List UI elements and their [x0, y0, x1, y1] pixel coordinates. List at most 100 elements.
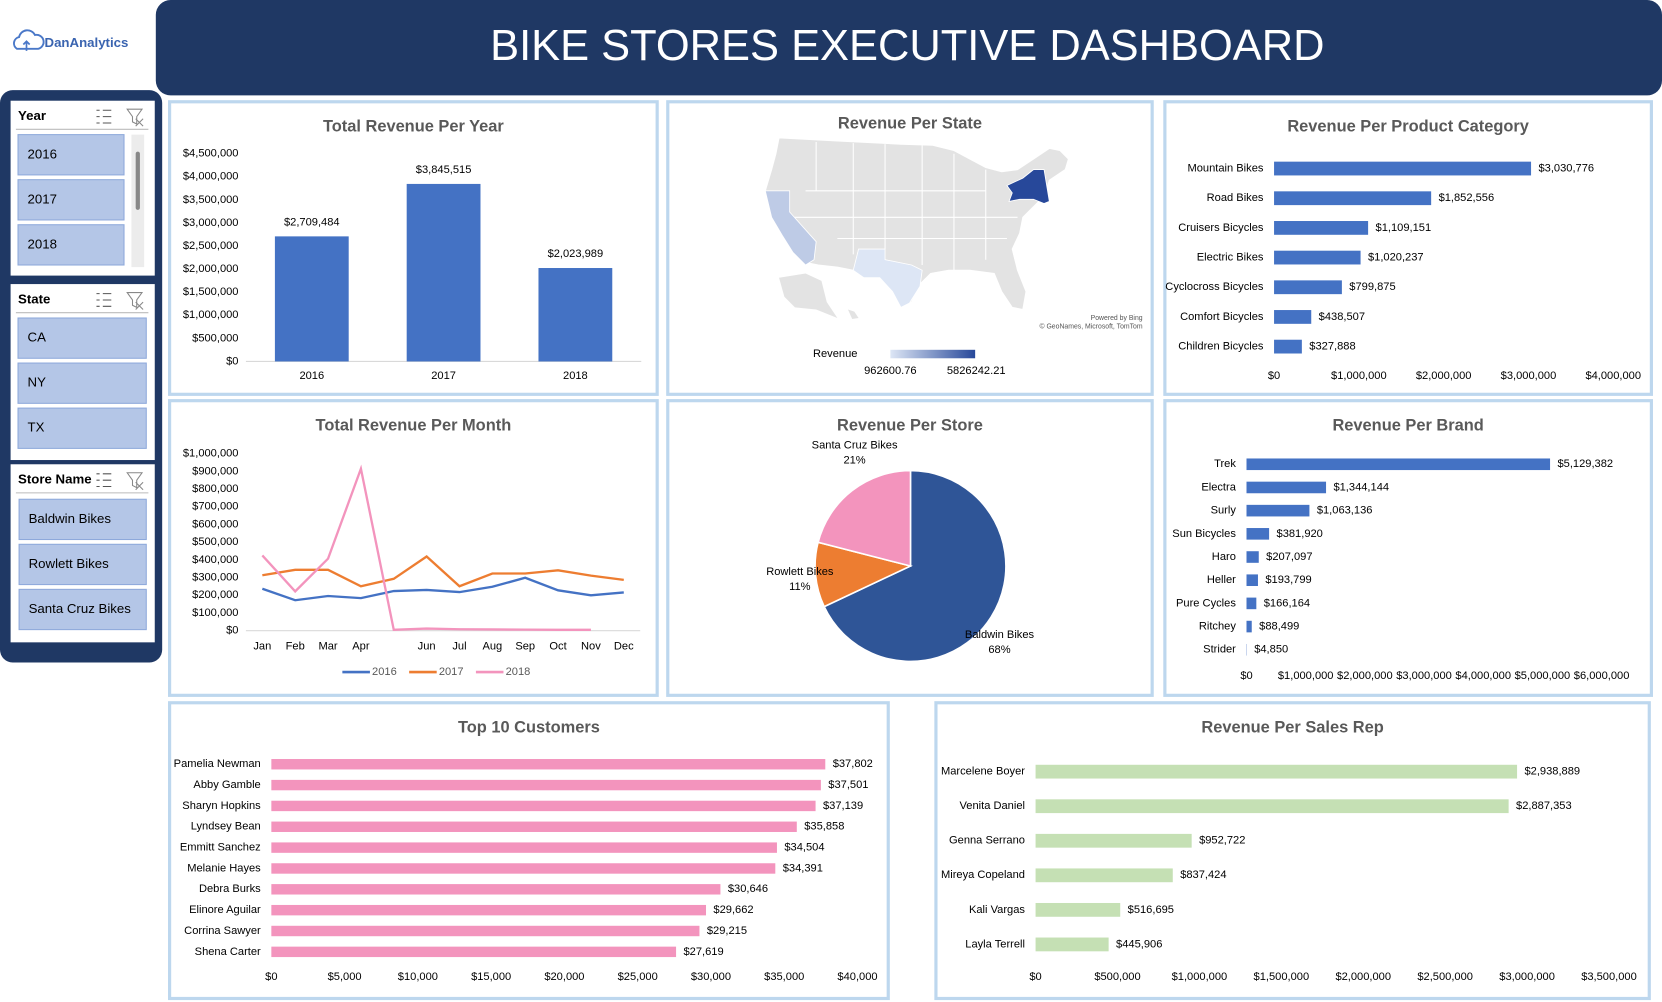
- y-tick-label: $3,000,000: [183, 217, 239, 229]
- x-tick-label: $1,000,000: [1331, 370, 1387, 382]
- category-label: Abby Gamble: [193, 779, 260, 791]
- slicer-item-label[interactable]: CA: [28, 330, 47, 345]
- category-label: Cruisers Bicycles: [1178, 222, 1264, 234]
- x-tick-label: Feb: [286, 641, 305, 653]
- slicer-item-label[interactable]: Baldwin Bikes: [29, 511, 112, 526]
- y-tick-label: $4,000,000: [183, 171, 239, 183]
- bar: [406, 183, 481, 362]
- x-tick-label: $3,500,000: [1581, 971, 1637, 983]
- x-tick-label: $0: [1268, 370, 1280, 382]
- slicer-item-label[interactable]: NY: [28, 375, 47, 390]
- category-label: Children Bicycles: [1178, 341, 1264, 353]
- multi-select-icon[interactable]: [96, 293, 112, 307]
- slicer-item[interactable]: [18, 588, 147, 631]
- slicer-item[interactable]: [17, 224, 125, 266]
- legend-title: Revenue: [813, 348, 857, 360]
- pie-category-label: Baldwin Bikes: [965, 629, 1035, 641]
- scale-min: 962600.76: [864, 365, 917, 377]
- data-label: $1,344,144: [1333, 481, 1389, 493]
- data-label: $3,845,515: [416, 164, 472, 176]
- slicer-item[interactable]: [18, 543, 147, 586]
- data-label: $445,906: [1116, 938, 1162, 950]
- slicer-item-label[interactable]: TX: [28, 420, 45, 435]
- slicer-item[interactable]: [17, 134, 125, 176]
- x-tick-label: $0: [1029, 971, 1041, 983]
- category-label: Layla Terrell: [965, 938, 1025, 950]
- bar: [1246, 597, 1257, 610]
- bar: [271, 759, 826, 770]
- y-tick-label: $1,500,000: [183, 286, 239, 298]
- category-label: Road Bikes: [1207, 192, 1264, 204]
- bar: [1246, 528, 1270, 540]
- x-tick-label: 2018: [563, 370, 588, 382]
- category-label: Cyclocross Bicycles: [1165, 281, 1264, 293]
- bar: [1035, 902, 1121, 917]
- chart-title: Top 10 Customers: [458, 719, 600, 737]
- multi-select-icon[interactable]: [96, 473, 112, 488]
- slicer-item[interactable]: [17, 317, 147, 359]
- bar: [1274, 250, 1361, 265]
- slicer-item-label[interactable]: 2017: [28, 191, 57, 206]
- data-label: $4,850: [1254, 644, 1288, 656]
- x-tick-label: Jan: [253, 641, 271, 653]
- multi-select-icon[interactable]: [96, 109, 112, 124]
- slicer-item[interactable]: [17, 407, 147, 449]
- chart-title: Total Revenue Per Month: [316, 416, 512, 434]
- data-label: $1,020,237: [1368, 252, 1424, 264]
- bar: [1274, 221, 1369, 235]
- y-tick-label: $700,000: [192, 501, 238, 513]
- dashboard-title: BIKE STORES EXECUTIVE DASHBOARD: [490, 22, 1324, 70]
- data-label: $381,920: [1277, 528, 1323, 540]
- logo-arrow: [22, 40, 31, 51]
- y-tick-label: $2,500,000: [183, 240, 239, 252]
- y-tick-label: $800,000: [192, 483, 238, 495]
- clear-filter-icon[interactable]: [126, 472, 144, 491]
- bar: [1246, 574, 1258, 587]
- pie-value-label: 21%: [843, 454, 865, 466]
- data-label: $837,424: [1180, 869, 1226, 881]
- data-label: $3,030,776: [1538, 162, 1594, 174]
- chart-panel: [1163, 399, 1653, 697]
- data-label: $207,097: [1266, 551, 1312, 563]
- category-label: Elinore Aguilar: [189, 904, 261, 916]
- bar: [271, 842, 777, 853]
- pie-value-label: 68%: [988, 644, 1010, 656]
- category-label: Comfort Bicycles: [1180, 311, 1264, 323]
- data-label: $29,215: [707, 925, 747, 937]
- x-tick-label: $15,000: [471, 971, 511, 983]
- data-label: $799,875: [1349, 281, 1395, 293]
- state-region: [1006, 169, 1050, 204]
- y-tick-label: $500,000: [192, 332, 238, 344]
- y-tick-label: $100,000: [192, 607, 238, 619]
- chart-title: Total Revenue Per Year: [323, 118, 504, 136]
- bar: [271, 821, 797, 832]
- map-attribution: Powered by Bing: [1091, 315, 1143, 322]
- data-label: $5,129,382: [1557, 458, 1613, 470]
- clear-filter-icon[interactable]: [126, 292, 144, 310]
- map-attribution: © GeoNames, Microsoft, TomTom: [1039, 322, 1142, 330]
- chart-panel: [1163, 100, 1653, 396]
- x-tick-label: $4,000,000: [1585, 370, 1641, 382]
- slicer-title: Store Name: [18, 472, 92, 487]
- x-tick-label: $0: [1240, 670, 1252, 682]
- slicer-item-label[interactable]: Santa Cruz Bikes: [29, 601, 132, 616]
- bar: [271, 925, 700, 937]
- clear-filter-icon[interactable]: [126, 108, 144, 127]
- slicer-item-label[interactable]: 2016: [28, 146, 57, 161]
- data-label: $516,695: [1128, 904, 1174, 916]
- slicer-item[interactable]: [18, 498, 147, 541]
- x-tick-label: $2,000,000: [1416, 370, 1472, 382]
- x-tick-label: Sep: [515, 641, 535, 653]
- slicer-item[interactable]: [17, 362, 147, 404]
- logo-icon: [13, 29, 45, 50]
- chart-title: Revenue Per Store: [837, 416, 983, 434]
- bar: [1246, 620, 1252, 633]
- category-label: Haro: [1212, 551, 1236, 563]
- x-tick-label: 2016: [299, 370, 324, 382]
- slicer-item-label[interactable]: Rowlett Bikes: [29, 556, 110, 571]
- slicer-item[interactable]: [17, 179, 125, 221]
- slicer-item-label[interactable]: 2018: [28, 236, 57, 251]
- pie-slice: [814, 541, 913, 608]
- data-label: $1,063,136: [1317, 505, 1373, 517]
- y-tick-label: $0: [226, 355, 238, 367]
